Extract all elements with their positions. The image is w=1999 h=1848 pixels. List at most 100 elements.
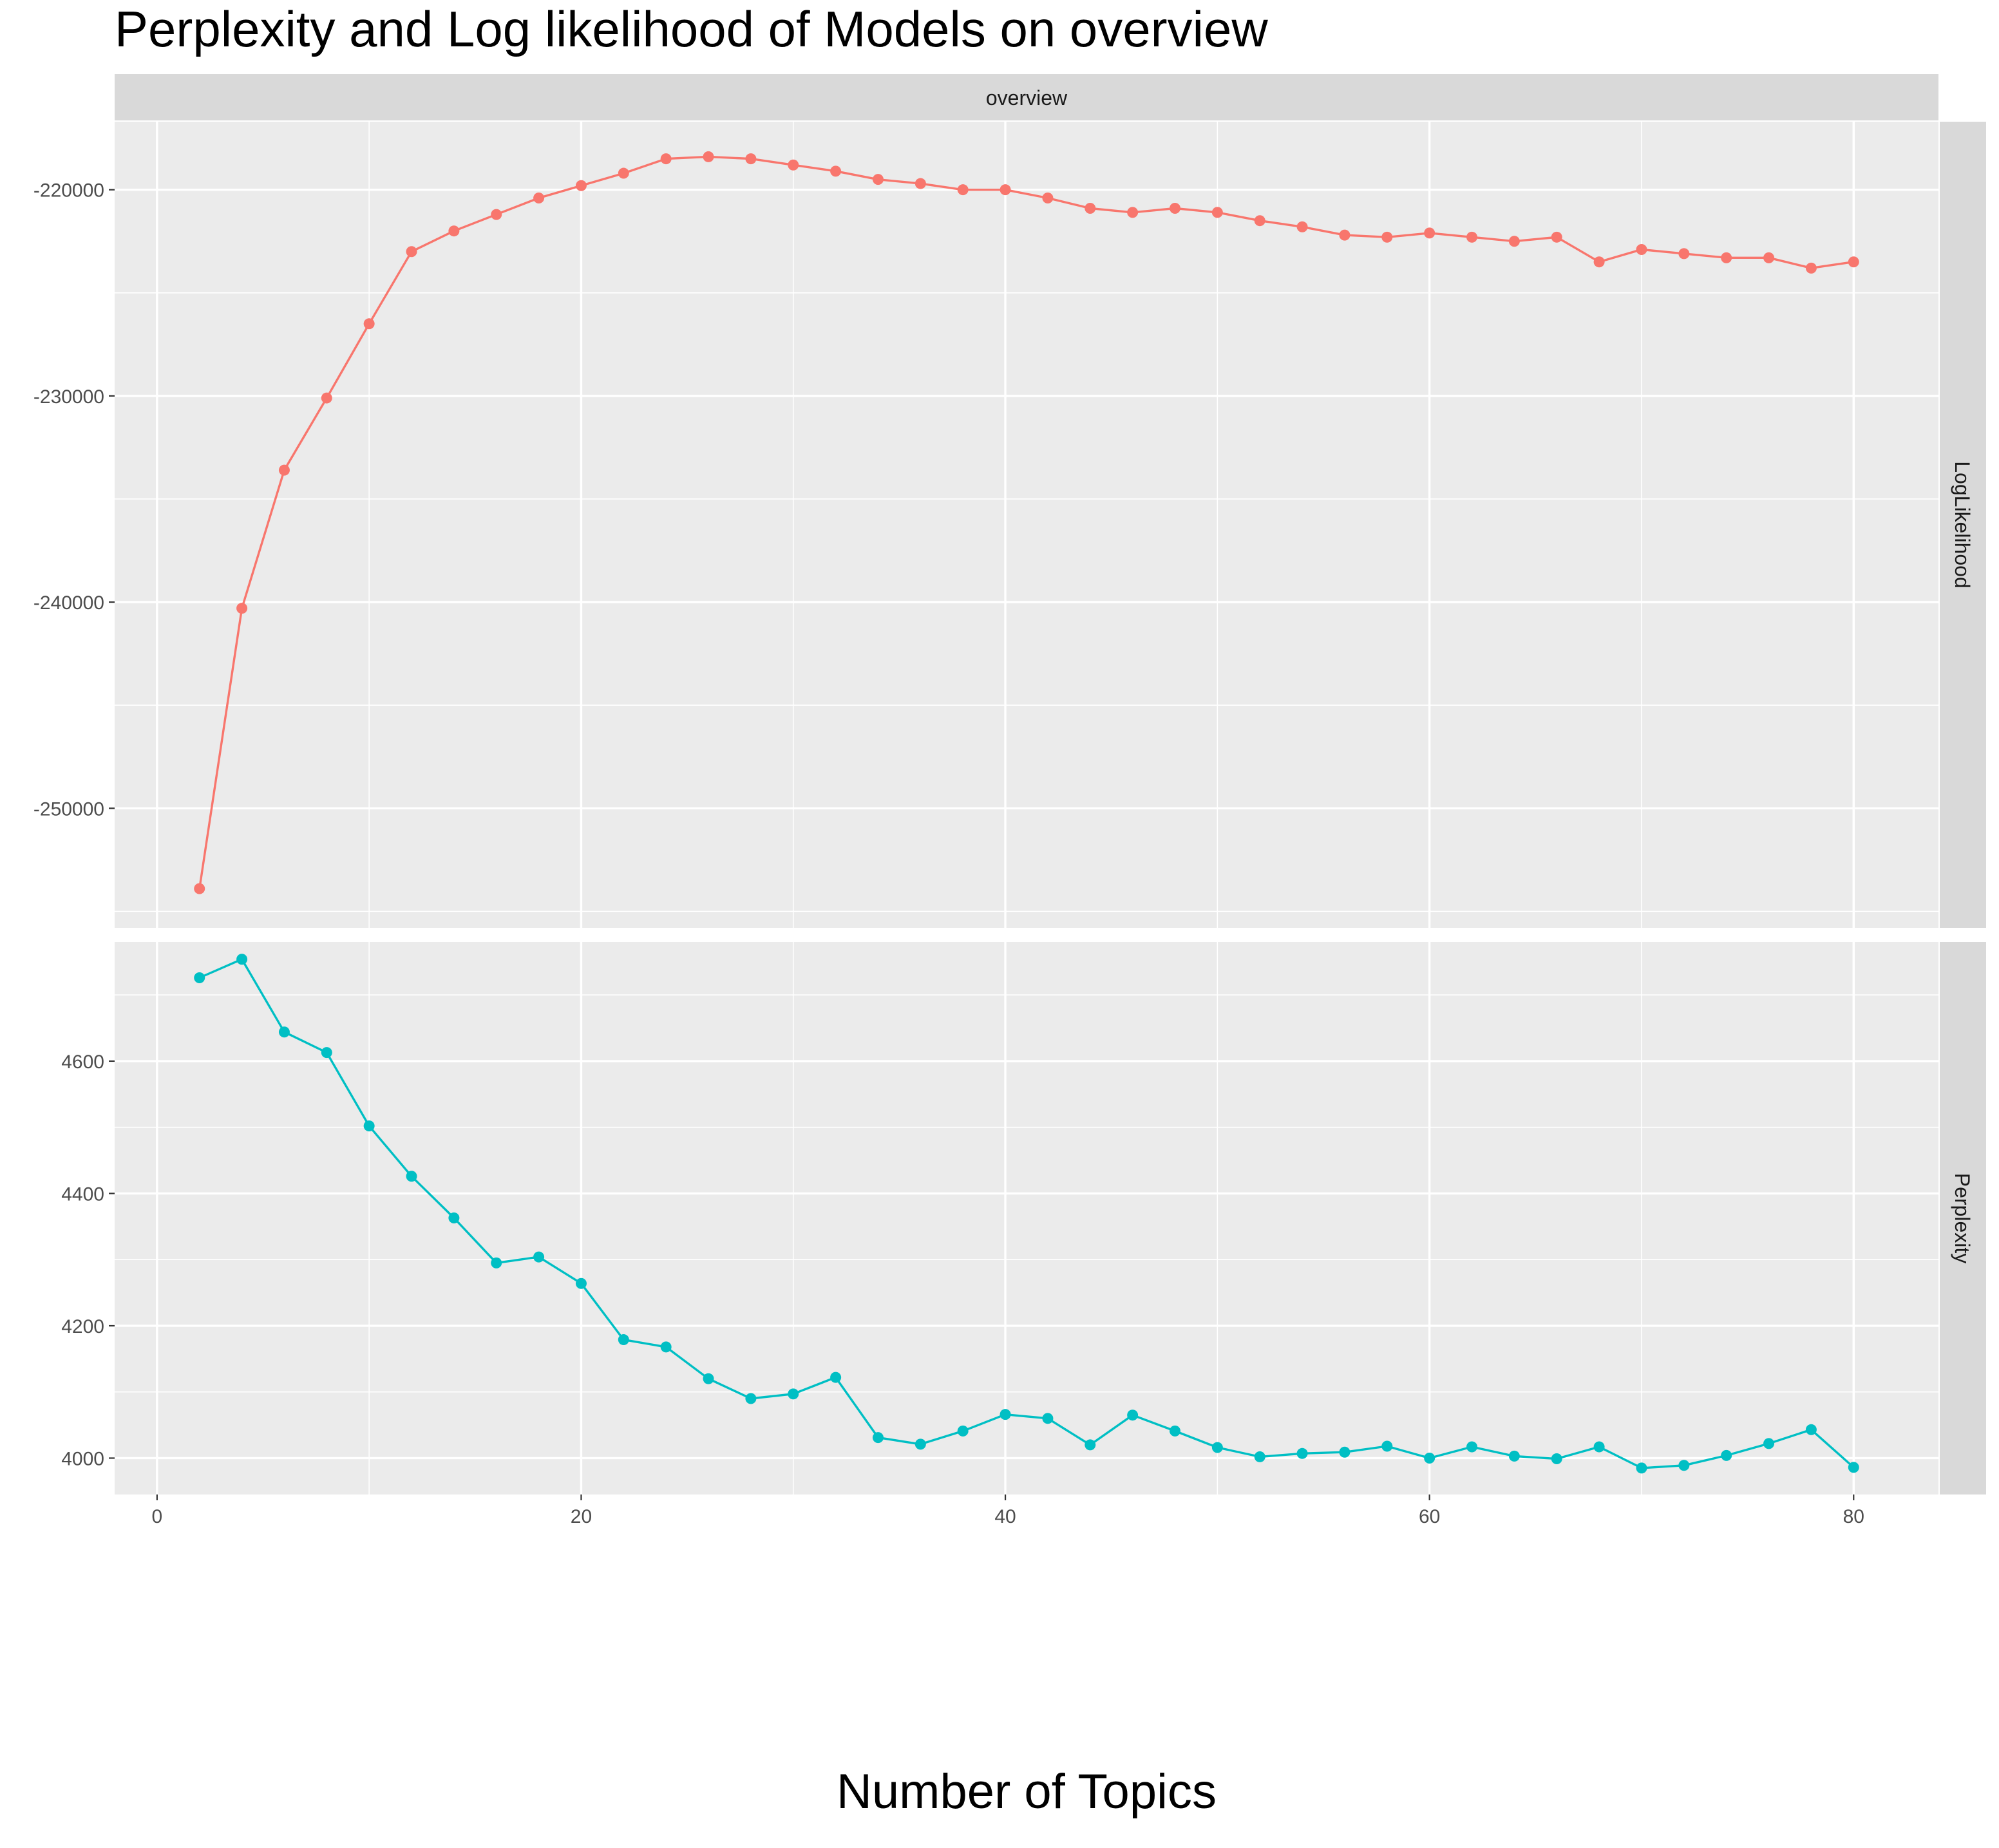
data-point bbox=[1296, 221, 1308, 232]
data-point bbox=[660, 153, 672, 165]
y-tick-label: 4600 bbox=[61, 1051, 104, 1073]
data-point bbox=[363, 318, 375, 330]
data-point bbox=[1339, 229, 1350, 241]
panel-loglikelihood-y-axis: -250000 -240000 -230000 -220000 bbox=[33, 180, 115, 820]
data-point bbox=[914, 1438, 926, 1450]
data-point bbox=[1042, 1413, 1054, 1424]
data-point bbox=[1339, 1446, 1350, 1458]
x-tick-label: 80 bbox=[1843, 1506, 1864, 1527]
data-point bbox=[1381, 1440, 1393, 1452]
data-point bbox=[236, 954, 248, 965]
panel-perplexity bbox=[115, 942, 1938, 1494]
data-point bbox=[1424, 1452, 1435, 1464]
x-axis: 0 20 40 60 80 bbox=[152, 1494, 1864, 1527]
data-point bbox=[830, 1372, 842, 1383]
panel-loglikelihood bbox=[115, 122, 1938, 928]
data-point bbox=[194, 972, 205, 983]
data-point bbox=[1000, 1409, 1011, 1420]
data-point bbox=[788, 1388, 799, 1400]
panel-perplexity-grid bbox=[115, 942, 1938, 1494]
data-point bbox=[1593, 256, 1605, 268]
data-point bbox=[618, 1334, 629, 1346]
data-point bbox=[703, 1373, 714, 1384]
data-point bbox=[278, 464, 290, 476]
panel-loglikelihood-grid bbox=[115, 122, 1938, 928]
data-point bbox=[1296, 1447, 1308, 1459]
row-strip-perplexity bbox=[1940, 942, 1986, 1494]
data-point bbox=[491, 209, 502, 220]
data-point bbox=[1085, 202, 1096, 214]
data-point bbox=[957, 184, 969, 196]
data-point bbox=[1254, 215, 1265, 227]
data-point bbox=[788, 159, 799, 171]
panel-loglikelihood-marks bbox=[194, 151, 1859, 894]
y-tick-label: -240000 bbox=[33, 592, 104, 614]
data-point bbox=[1254, 1451, 1265, 1462]
data-point bbox=[1211, 207, 1223, 218]
data-point bbox=[1721, 1449, 1732, 1461]
data-point bbox=[1805, 262, 1817, 274]
y-tick-label: -250000 bbox=[33, 798, 104, 820]
data-point bbox=[660, 1341, 672, 1353]
data-point bbox=[1211, 1442, 1223, 1453]
data-point bbox=[236, 603, 248, 614]
data-point bbox=[1381, 231, 1393, 243]
data-point bbox=[406, 1171, 417, 1182]
data-point bbox=[1848, 1462, 1859, 1473]
column-strip-label: overview bbox=[986, 86, 1068, 109]
data-point bbox=[618, 167, 629, 179]
y-tick-label: -230000 bbox=[33, 386, 104, 408]
data-point bbox=[321, 1047, 332, 1059]
data-point bbox=[1763, 1438, 1775, 1449]
data-point bbox=[1000, 184, 1011, 196]
data-point bbox=[1127, 1410, 1139, 1421]
data-point bbox=[1763, 252, 1775, 263]
data-point bbox=[745, 1393, 757, 1404]
data-point bbox=[1551, 231, 1562, 243]
data-point bbox=[1551, 1453, 1562, 1465]
data-point bbox=[957, 1425, 969, 1437]
data-point bbox=[745, 153, 757, 165]
x-axis-title: Number of Topics bbox=[837, 1764, 1217, 1819]
data-point bbox=[1508, 236, 1520, 247]
data-point bbox=[1636, 244, 1647, 256]
data-point bbox=[363, 1120, 375, 1132]
chart-title: Perplexity and Log likelihood of Models … bbox=[115, 1, 1268, 57]
data-point bbox=[1170, 1425, 1181, 1437]
data-point bbox=[830, 165, 842, 177]
data-point bbox=[1848, 256, 1859, 268]
data-point bbox=[1127, 207, 1139, 218]
y-tick-label: 4400 bbox=[61, 1183, 104, 1205]
series-line-loglikelihood bbox=[198, 155, 1854, 889]
data-point bbox=[448, 225, 460, 237]
x-tick-label: 20 bbox=[571, 1506, 592, 1527]
data-point bbox=[491, 1257, 502, 1268]
series-line-perplexity bbox=[199, 957, 1855, 1469]
x-tick-label: 60 bbox=[1419, 1506, 1440, 1527]
x-tick-label: 40 bbox=[994, 1506, 1016, 1527]
data-point bbox=[321, 392, 332, 404]
panel-perplexity-y-axis: 4000 4200 4400 4600 bbox=[61, 1051, 115, 1469]
data-point bbox=[278, 1026, 290, 1038]
data-point bbox=[1085, 1439, 1096, 1451]
data-point bbox=[872, 1432, 884, 1444]
data-point bbox=[1593, 1441, 1605, 1453]
data-point bbox=[533, 1251, 545, 1263]
data-point bbox=[448, 1212, 460, 1223]
data-point bbox=[194, 883, 205, 894]
row-strip-perplexity-label: Perplexity bbox=[1951, 1173, 1974, 1264]
y-tick-label: 4000 bbox=[61, 1448, 104, 1469]
data-point bbox=[575, 1278, 587, 1289]
row-strip-loglikelihood-label: LogLikelihood bbox=[1951, 461, 1974, 589]
data-point bbox=[1508, 1450, 1520, 1462]
y-tick-label: 4200 bbox=[61, 1316, 104, 1337]
data-point bbox=[1170, 202, 1181, 214]
column-strip bbox=[115, 74, 1938, 120]
data-point bbox=[1466, 231, 1478, 243]
data-point bbox=[575, 180, 587, 191]
data-point bbox=[1466, 1441, 1478, 1453]
row-strip-loglikelihood bbox=[1940, 122, 1986, 928]
panel-perplexity-marks bbox=[194, 954, 1859, 1474]
x-tick-label: 0 bbox=[152, 1506, 163, 1527]
